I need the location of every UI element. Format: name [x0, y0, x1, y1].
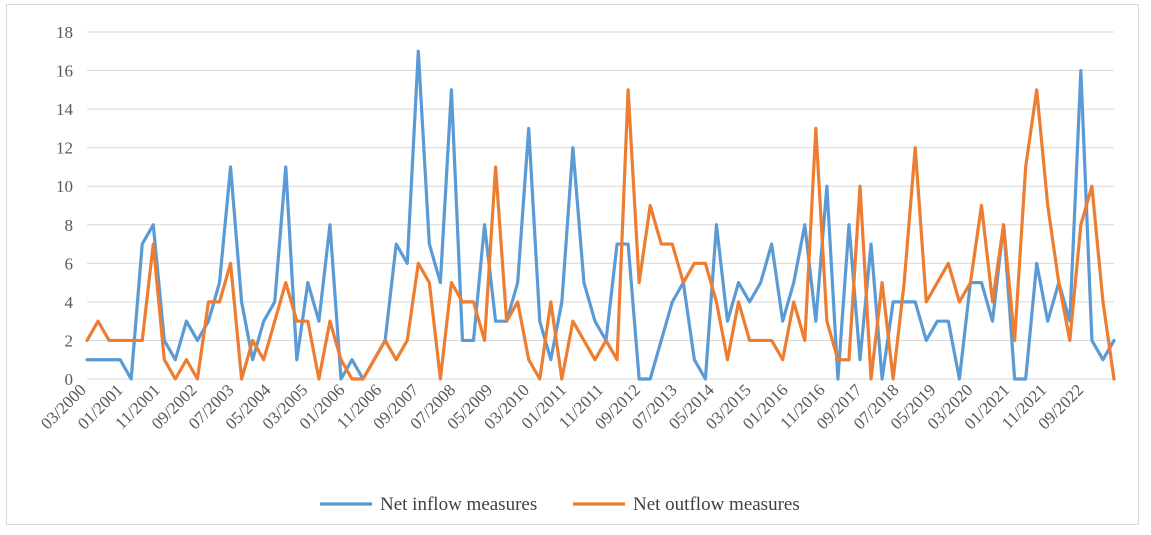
y-tick-label: 0 — [65, 370, 74, 389]
y-tick-label: 2 — [65, 331, 74, 350]
y-tick-label: 16 — [56, 62, 73, 81]
y-tick-label: 14 — [56, 100, 74, 119]
legend: Net inflow measures Net outflow measures — [320, 494, 800, 515]
line-chart: 0 2 4 6 8 10 12 14 16 18 03/200001/200111/200109/… — [37, 23, 1116, 515]
net-outflow-line — [85, 88, 1116, 381]
y-tick-label: 12 — [56, 139, 73, 158]
gridlines — [87, 31, 1114, 380]
net-inflow-line — [85, 49, 1116, 381]
legend-inflow-label: Net inflow measures — [380, 494, 537, 515]
y-axis-ticks: 0 2 4 6 8 10 12 14 16 18 — [56, 23, 74, 389]
series-lines — [85, 49, 1116, 381]
y-tick-label: 6 — [65, 254, 74, 273]
y-tick-label: 18 — [56, 23, 73, 42]
y-tick-label: 4 — [65, 293, 74, 312]
legend-outflow-label: Net outflow measures — [633, 494, 800, 515]
x-axis-ticks: 03/200001/200111/200109/200207/200305/20… — [37, 380, 1087, 433]
y-tick-label: 10 — [56, 177, 73, 196]
chart-frame: 0 2 4 6 8 10 12 14 16 18 03/2000 01/2001 11/2001 09/… — [6, 4, 1139, 525]
y-tick-label: 8 — [65, 216, 74, 235]
